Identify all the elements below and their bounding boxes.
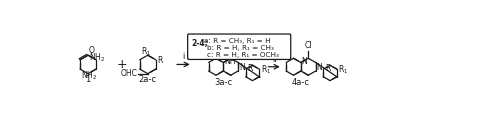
- Text: R: R: [325, 64, 330, 73]
- Text: R: R: [248, 64, 252, 73]
- Text: 4a-c: 4a-c: [292, 78, 310, 87]
- Text: 3a-c: 3a-c: [214, 78, 232, 87]
- Text: N: N: [316, 63, 322, 72]
- Text: OHC: OHC: [121, 69, 138, 78]
- Text: NH$_2$: NH$_2$: [89, 52, 105, 64]
- Text: Cl: Cl: [304, 41, 312, 50]
- Text: NH: NH: [224, 57, 235, 66]
- Text: R$_1$: R$_1$: [338, 64, 348, 76]
- Text: c: R = H, R₁ = OCH₃: c: R = H, R₁ = OCH₃: [206, 52, 279, 58]
- Text: b: R = H, R₁ = CH₃: b: R = H, R₁ = CH₃: [206, 45, 274, 51]
- Text: N: N: [302, 57, 308, 66]
- FancyBboxPatch shape: [188, 34, 290, 59]
- Text: ii: ii: [272, 55, 276, 64]
- Text: +: +: [117, 58, 128, 71]
- Text: R$_1$: R$_1$: [141, 45, 152, 57]
- Text: a: R = CH₃, R₁ = H: a: R = CH₃, R₁ = H: [204, 38, 271, 44]
- Text: N: N: [239, 63, 244, 72]
- Text: R: R: [158, 56, 162, 65]
- Text: 2-4;: 2-4;: [191, 38, 208, 47]
- Text: O: O: [228, 41, 234, 50]
- Text: R$_1$: R$_1$: [260, 64, 271, 76]
- Text: 2a-c: 2a-c: [139, 75, 157, 84]
- Text: O: O: [88, 46, 94, 55]
- Text: NH$_2$: NH$_2$: [81, 70, 97, 82]
- Text: 1: 1: [86, 75, 90, 84]
- Text: i: i: [182, 52, 184, 61]
